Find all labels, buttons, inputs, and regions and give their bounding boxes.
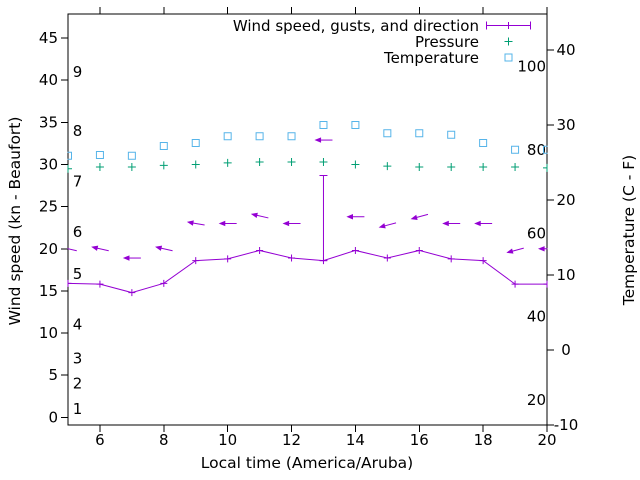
wind-direction-arrow [314,137,333,143]
axes-frame [61,7,554,432]
beaufort-label: 8 [73,122,83,140]
fahrenheit-label: 100 [517,58,546,76]
beaufort-label: 2 [73,375,83,393]
celsius-tick-label: 20 [556,191,575,209]
fahrenheit-label: 40 [527,308,546,326]
wind-point-markers [67,246,548,297]
temperature-series [67,121,548,160]
wind-speed-tick-label: 30 [39,155,58,173]
x-tick-label: 20 [537,431,556,449]
plot-border [67,13,548,426]
wind-speed-tick-label: 35 [39,113,58,131]
temperature-square-sample-icon [504,53,513,62]
wind-speed-tick-label: 20 [39,240,58,258]
legend-label-wind: Wind speed, gusts, and direction [232,16,479,35]
x-tick-label: 8 [159,431,169,449]
fahrenheit-label: 80 [527,141,546,159]
temperature-point [95,151,104,159]
x-tick-label: 16 [410,431,429,449]
temperature-point [351,121,360,129]
temperature-point [319,121,328,129]
wind-direction-arrow [67,247,77,252]
wind-direction-arrow [218,220,237,227]
celsius-tick-label: 40 [556,41,575,59]
wind-direction-arrow [442,220,461,227]
wind-speed-tick-label: 25 [39,198,58,216]
temperature-point [543,145,548,154]
wind-speed-tick-label: 5 [48,366,58,384]
temperature-point [447,130,456,139]
fahrenheit-label: 20 [527,391,546,409]
wind-speed-tick-label: 45 [39,29,58,47]
wind-direction-arrow [250,212,269,219]
temperature-point [223,132,232,141]
wind-errorbar-sample-icon [486,21,531,30]
legend-item-pressure: Pressure [414,32,533,51]
wind-direction-arrow [155,245,173,252]
beaufort-label: 9 [73,63,83,81]
temperature-point [287,132,296,141]
beaufort-label: 6 [73,223,83,241]
celsius-tick-label: 10 [556,266,575,284]
gust-errorbar [319,174,328,262]
y-axis-title: Wind speed (kn - Beaufort) [6,116,24,326]
legend-label-temperature: Temperature [383,48,479,67]
beaufort-label: 4 [73,316,83,334]
wind-speed-tick-label: 40 [39,71,58,89]
temperature-point [415,129,424,138]
legend-item-temperature: Temperature [383,48,533,67]
wind-speed-tick-label: 10 [39,324,58,342]
wind-direction-arrow [538,246,548,252]
temperature-point [383,129,392,138]
temperature-point [511,145,520,154]
temperature-point [479,139,488,147]
wind-direction-arrow [410,213,429,220]
pressure-series [67,157,548,173]
x-axis-title: Local time (America/Aruba) [200,454,414,472]
x-tick-label: 12 [282,431,301,449]
wind-direction-arrow [282,220,301,227]
temperature-point [191,139,200,147]
wind-speed-tick-label: 15 [39,282,58,300]
beaufort-label: 7 [73,172,83,190]
celsius-tick-label: -10 [554,416,579,434]
wind-series [67,137,548,297]
temperature-point [67,151,72,160]
x-tick-label: 6 [95,431,105,449]
wind-direction-arrow [506,247,524,254]
wind-direction-arrow [378,222,397,229]
temperature-point [255,132,264,141]
celsius-tick-label: 0 [561,341,571,359]
beaufort-label: 5 [73,265,83,283]
pressure-plus-sample-icon [504,37,513,46]
temperature-point [127,151,136,160]
wind-direction-arrow [186,220,205,226]
y2-axis-title: Temperature (C - F) [620,154,638,306]
wind-direction-arrow [122,255,141,261]
beaufort-label: 1 [73,400,83,418]
pressure-points [67,157,548,173]
wind-speed-line [67,249,547,294]
wind-direction-arrow [474,220,493,227]
fahrenheit-label: 60 [527,224,546,242]
legend-label-pressure: Pressure [414,32,479,51]
x-tick-label: 10 [218,431,237,449]
wind-speed-tick-label: 0 [48,408,58,426]
wind-direction-arrow [91,245,109,252]
x-tick-label: 18 [474,431,493,449]
x-tick-label: 14 [346,431,365,449]
celsius-tick-label: 30 [556,116,575,134]
legend-item-wind: Wind speed, gusts, and direction [232,16,533,35]
temperature-point [159,142,168,150]
wind-direction-arrow [346,214,365,220]
tick-labels: 6 8 10 12 14 16 18 2005101520253035404512345678… [39,29,578,449]
beaufort-label: 3 [73,349,83,367]
